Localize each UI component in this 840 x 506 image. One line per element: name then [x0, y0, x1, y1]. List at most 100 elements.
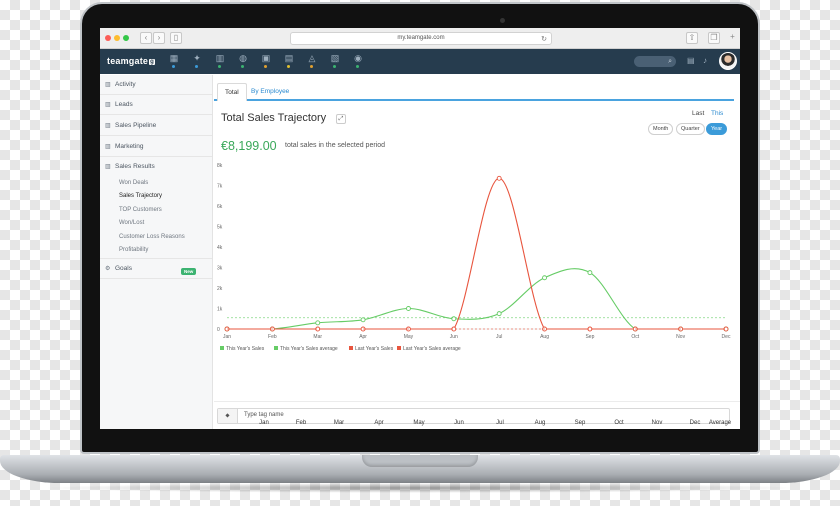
sidebar-subitem-profitability[interactable]: Profitability [119, 247, 149, 253]
chart-icon[interactable]: ◉ [352, 53, 364, 68]
bell-icon[interactable]: ♪ [703, 56, 707, 65]
x-tick-label: Mar [313, 334, 322, 340]
table-header-cell: Jul [496, 420, 504, 426]
table-header-cell: May [413, 420, 425, 426]
status-dot [241, 65, 244, 68]
legend-label: Last Year's Sales average [403, 346, 461, 352]
data-point [587, 270, 593, 276]
divider [100, 278, 212, 279]
globe-icon[interactable]: ◍ [237, 53, 249, 68]
total-sales-caption: total sales in the selected period [285, 142, 386, 149]
segment-quarter[interactable]: Quarter [676, 123, 705, 135]
y-tick-label: 7k [217, 184, 223, 190]
tab-by-employee[interactable]: By Employee [251, 88, 290, 95]
sidebar-item-goals[interactable]: ⚙ Goals [105, 265, 132, 272]
sidebar-subitem-customer-loss-reasons[interactable]: Customer Loss Reasons [119, 234, 185, 240]
divider [100, 135, 212, 136]
status-dot [333, 65, 336, 68]
close-window-button[interactable] [105, 35, 111, 41]
table-header-cell: Apr [374, 420, 384, 426]
sidebar-item-leads[interactable]: ▥ Leads [105, 101, 133, 108]
new-tab-icon[interactable]: + [730, 32, 735, 41]
data-point [496, 175, 502, 181]
legend-label: Last Year's Sales [355, 346, 394, 352]
laptop-shadow [40, 483, 800, 493]
bell-icon[interactable]: ◬ [306, 53, 318, 68]
box-icon[interactable]: ▣ [260, 53, 272, 68]
y-tick-label: 3k [217, 266, 223, 272]
legend-swatch [220, 346, 224, 350]
tab-bar: Total By Employee [214, 83, 734, 101]
calendar-icon[interactable]: ▤ [283, 53, 295, 68]
sidebar-item-label: Leads [115, 101, 133, 108]
minimize-window-button[interactable] [114, 35, 120, 41]
legend-swatch [274, 346, 278, 350]
sidebar-toggle-icon[interactable]: ▯ [170, 32, 182, 44]
x-tick-label: Sep [585, 334, 594, 340]
search-icon: ⌕ [668, 58, 672, 65]
sidebar-subitem-sales-trajectory[interactable]: Sales Trajectory [119, 193, 163, 199]
status-dot [310, 65, 313, 68]
status-dot [264, 65, 267, 68]
grid-icon[interactable]: ▦ [168, 53, 180, 68]
segment-month[interactable]: Month [648, 123, 674, 135]
forward-icon[interactable]: › [153, 32, 165, 44]
tag-placeholder: Type tag name [244, 412, 284, 418]
gears-icon: ⚙ [105, 266, 111, 272]
expand-icon[interactable]: ⤢ [336, 114, 346, 124]
y-tick-label: 0 [217, 327, 220, 333]
document-icon[interactable]: ▤ [687, 56, 695, 65]
data-point [315, 320, 321, 326]
maximize-window-button[interactable] [123, 35, 129, 41]
book-icon[interactable]: ▥ [214, 53, 226, 68]
sidebar-item-marketing[interactable]: ▥ Marketing [105, 143, 144, 150]
camera [500, 18, 505, 23]
sidebar-item-label: Sales Pipeline [115, 122, 157, 129]
status-dot [356, 65, 359, 68]
logo[interactable]: teamgate g [107, 56, 155, 66]
table-header-cell: Average [708, 420, 732, 426]
new-badge: New [181, 268, 197, 275]
table-header-cell: Oct [614, 420, 624, 426]
sidebar-item-label: Goals [115, 265, 132, 272]
divider [100, 114, 212, 115]
legend-label: This Year's Sales average [280, 346, 338, 352]
sidebar-item-label: Sales Results [115, 163, 155, 170]
y-tick-label: 8k [217, 163, 223, 169]
back-icon[interactable]: ‹ [140, 32, 152, 44]
avatar[interactable] [719, 52, 737, 70]
status-dot [172, 65, 175, 68]
bar-chart-icon: ▥ [105, 123, 111, 129]
x-tick-label: Dec [722, 334, 731, 340]
legend-swatch [349, 346, 353, 350]
tab-total[interactable]: Total [217, 83, 247, 101]
sidebar-subitem-won-lost[interactable]: Won/Lost [119, 220, 145, 226]
x-tick-label: May [404, 334, 414, 340]
clipboard-icon[interactable]: ▧ [329, 53, 341, 68]
page-title: Total Sales Trajectory [221, 112, 327, 124]
divider [100, 258, 212, 259]
search-input[interactable]: ⌕ [634, 56, 676, 67]
total-sales-value: €8,199.00 [221, 139, 277, 153]
table-header-cell: Jun [454, 420, 464, 426]
legend-label: This Year's Sales [226, 346, 265, 352]
sidebar-subitem-won-deals[interactable]: Won Deals [119, 180, 149, 186]
x-tick-label: Jan [223, 334, 231, 340]
reload-icon[interactable]: ↻ [541, 36, 547, 43]
sidebar-item-activity[interactable]: ▥ Activity [105, 81, 136, 88]
share-icon[interactable]: ⇧ [686, 32, 698, 44]
sidebar-subitem-top-customers[interactable]: TOP Customers [119, 207, 162, 213]
y-tick-label: 6k [217, 204, 223, 210]
period-last-link[interactable]: Last [692, 110, 705, 117]
compass-icon[interactable]: ✦ [191, 53, 203, 68]
address-bar[interactable]: my.teamgate.com ↻ [290, 32, 552, 45]
tabs-icon[interactable]: ❐ [708, 32, 720, 44]
status-dot [287, 65, 290, 68]
period-this-link[interactable]: This [711, 110, 724, 117]
sidebar-item-sales-pipeline[interactable]: ▥ Sales Pipeline [105, 122, 156, 129]
y-tick-label: 1k [217, 307, 223, 313]
tag-input[interactable]: ⬥ Type tag name [217, 408, 730, 424]
segment-year[interactable]: Year [706, 123, 728, 135]
divider [100, 156, 212, 157]
sidebar-item-sales-results[interactable]: ▥ Sales Results [105, 163, 155, 170]
